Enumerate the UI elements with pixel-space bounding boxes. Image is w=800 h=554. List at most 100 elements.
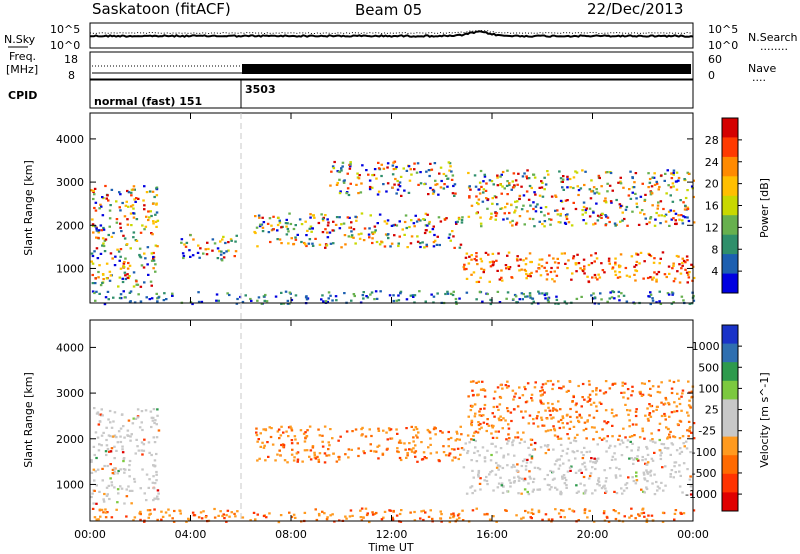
echo-cell <box>233 512 236 515</box>
echo-cell <box>590 179 593 182</box>
echo-cell <box>494 445 497 448</box>
echo-cell <box>98 413 101 416</box>
echo-cell <box>135 239 139 242</box>
echo-cell <box>92 197 95 201</box>
echo-cell <box>508 182 511 185</box>
echo-cell <box>350 234 354 237</box>
echo-cell <box>146 263 149 266</box>
echo-cell <box>537 290 540 293</box>
echo-cell <box>508 211 511 215</box>
echo-cell <box>675 405 679 408</box>
echo-cell <box>525 461 529 464</box>
echo-cell <box>97 449 101 452</box>
echo-cell <box>410 219 413 222</box>
echo-cell <box>519 258 522 261</box>
echo-cell <box>596 443 599 446</box>
echo-cell <box>123 296 127 299</box>
echo-cell <box>396 188 400 191</box>
echo-cell <box>504 384 508 387</box>
echo-cell <box>456 432 459 435</box>
echo-cell <box>217 514 220 517</box>
echo-cell <box>116 488 120 491</box>
echo-cell <box>653 183 657 186</box>
echo-cell <box>482 388 485 391</box>
echo-cell <box>126 273 129 276</box>
echo-cell <box>337 170 341 173</box>
echo-cell <box>288 302 291 305</box>
echo-cell <box>119 255 122 258</box>
echo-cell <box>637 449 640 452</box>
echo-cell <box>516 405 520 408</box>
echo-cell <box>399 520 403 523</box>
echo-cell <box>418 290 421 293</box>
echo-cell <box>321 445 325 448</box>
echo-cell <box>290 442 294 445</box>
echo-cell <box>591 492 594 495</box>
echo-cell <box>461 519 465 522</box>
echo-cell <box>531 217 535 221</box>
echo-cell <box>424 300 427 303</box>
echo-cell <box>293 456 296 459</box>
echo-cell <box>338 458 341 461</box>
echo-cell <box>485 479 489 483</box>
echo-cell <box>580 295 583 298</box>
echo-cell <box>557 420 560 423</box>
echo-cell <box>528 475 531 478</box>
echo-cell <box>463 268 466 271</box>
echo-cell <box>191 511 195 514</box>
echo-cell <box>396 447 399 450</box>
echo-cell <box>143 228 146 231</box>
echo-cell <box>444 454 448 457</box>
echo-cell <box>270 427 273 430</box>
echo-cell <box>179 512 182 515</box>
echo-cell <box>121 445 124 448</box>
echo-cell <box>532 477 536 480</box>
echo-cell <box>325 244 329 247</box>
echo-cell <box>360 519 364 522</box>
echo-cell <box>480 225 483 228</box>
echo-cell <box>551 278 554 281</box>
nave-tick-top: 60 <box>708 53 722 66</box>
echo-cell <box>567 437 571 440</box>
echo-cell <box>643 382 646 385</box>
echo-cell <box>367 233 371 236</box>
echo-cell <box>562 474 566 477</box>
echo-cell <box>395 514 399 517</box>
echo-cell <box>97 518 100 521</box>
echo-cell <box>155 203 158 206</box>
echo-cell <box>329 514 332 517</box>
echo-cell <box>133 188 136 191</box>
echo-cell <box>389 437 392 440</box>
echo-cell <box>299 429 303 432</box>
echo-cell <box>614 474 618 477</box>
echo-cell <box>107 199 110 202</box>
echo-cell <box>407 165 411 168</box>
echo-cell <box>533 448 537 451</box>
echo-cell <box>450 178 454 181</box>
echo-cell <box>102 500 106 503</box>
echo-cell <box>499 175 502 178</box>
echo-cell <box>423 246 426 249</box>
echo-cell <box>541 389 544 392</box>
echo-cell <box>397 450 400 454</box>
echo-cell <box>230 511 233 514</box>
echo-cell <box>595 202 598 205</box>
echo-cell <box>394 177 397 181</box>
echo-cell <box>429 162 432 165</box>
echo-cell <box>347 448 351 451</box>
echo-cell <box>522 293 525 296</box>
echo-cell <box>668 379 671 382</box>
echo-cell <box>162 299 166 302</box>
echo-cell <box>129 212 133 215</box>
echo-cell <box>525 190 529 193</box>
echo-cell <box>244 294 247 297</box>
echo-cell <box>423 183 426 186</box>
echo-cell <box>321 217 325 220</box>
echo-cell <box>557 262 560 265</box>
echo-cell <box>102 226 105 230</box>
echo-cell <box>664 396 667 400</box>
echo-cell <box>592 401 596 404</box>
echo-cell <box>264 429 268 432</box>
echo-cell <box>630 514 633 517</box>
echo-cell <box>375 240 379 244</box>
